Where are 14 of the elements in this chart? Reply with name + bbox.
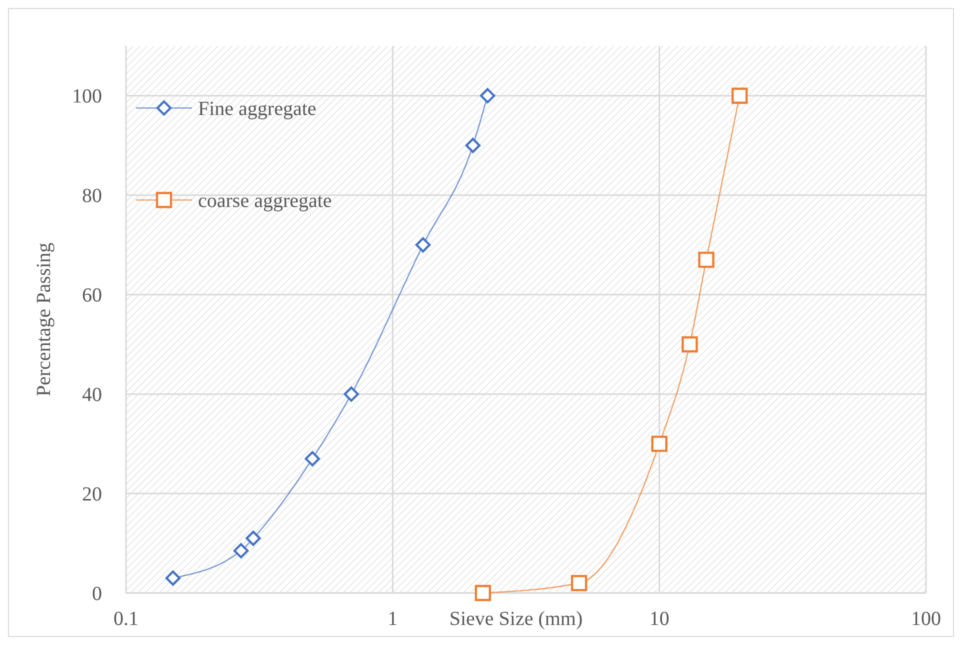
x-axis-title: Sieve Size (mm)	[449, 608, 583, 630]
y-tick-label: 80	[82, 185, 102, 208]
y-axis-title: Percentage Passing	[33, 242, 55, 396]
x-tick-label: 100	[911, 608, 941, 630]
y-tick-label: 20	[82, 484, 102, 506]
x-tick-label: 10	[649, 608, 670, 630]
y-tick-label: 60	[82, 284, 102, 307]
legend-label: coarse aggregate	[198, 190, 332, 212]
y-tick-label: 40	[82, 384, 102, 406]
y-tick-label: 100	[72, 86, 102, 108]
x-tick-label: 1	[388, 608, 398, 630]
legend-label: Fine aggregate	[198, 98, 316, 120]
y-tick-label: 0	[92, 583, 102, 605]
x-tick-label: 0.1	[114, 608, 138, 630]
